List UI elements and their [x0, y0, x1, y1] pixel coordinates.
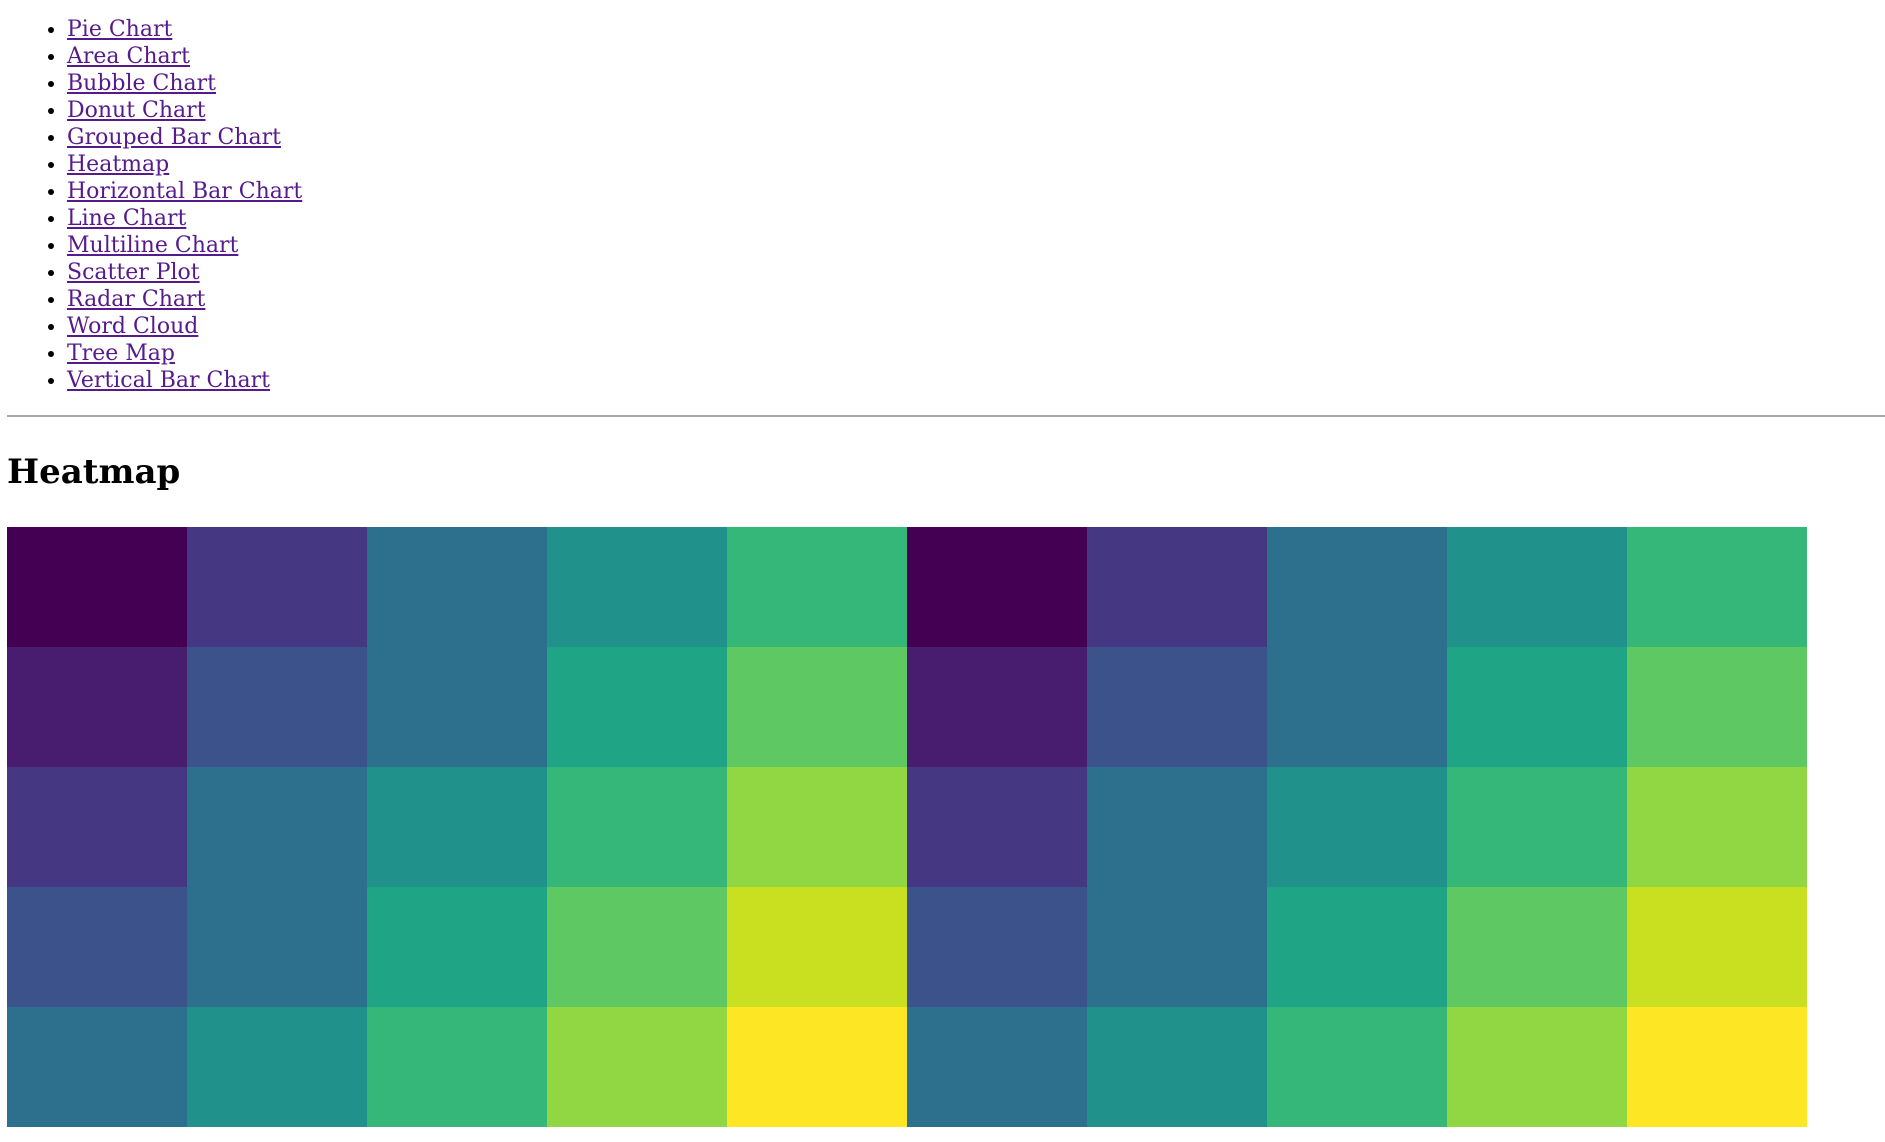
heatmap-cell-r1-c1 [187, 647, 367, 767]
nav-item-bubble-chart: Bubble Chart [67, 70, 1885, 97]
heatmap-cell-r4-c1 [187, 1007, 367, 1127]
section-divider [7, 415, 1885, 417]
nav-link-grouped-bar-chart[interactable]: Grouped Bar Chart [67, 125, 281, 150]
nav-item-scatter-plot: Scatter Plot [67, 259, 1885, 286]
nav-link-heatmap[interactable]: Heatmap [67, 152, 170, 177]
nav-link-bubble-chart[interactable]: Bubble Chart [67, 71, 217, 96]
heatmap-cell-r0-c9 [1627, 527, 1807, 647]
heatmap-cell-r2-c4 [727, 767, 907, 887]
nav-item-line-chart: Line Chart [67, 205, 1885, 232]
heatmap-cell-r0-c7 [1267, 527, 1447, 647]
heatmap-cell-r4-c5 [907, 1007, 1087, 1127]
heatmap-cell-r2-c2 [367, 767, 547, 887]
heatmap-cell-r3-c9 [1627, 887, 1807, 1007]
heatmap-cell-r3-c3 [547, 887, 727, 1007]
nav-item-vertical-bar-chart: Vertical Bar Chart [67, 367, 1885, 394]
nav-item-horizontal-bar-chart: Horizontal Bar Chart [67, 178, 1885, 205]
heatmap-cell-r1-c4 [727, 647, 907, 767]
heatmap-cell-r1-c3 [547, 647, 727, 767]
nav-item-tree-map: Tree Map [67, 340, 1885, 367]
heatmap-cell-r1-c9 [1627, 647, 1807, 767]
heatmap-cell-r4-c2 [367, 1007, 547, 1127]
heatmap-cell-r4-c4 [727, 1007, 907, 1127]
heatmap-cell-r2-c1 [187, 767, 367, 887]
nav-item-donut-chart: Donut Chart [67, 97, 1885, 124]
nav-item-radar-chart: Radar Chart [67, 286, 1885, 313]
heatmap-cell-r0-c1 [187, 527, 367, 647]
heatmap-cell-r0-c4 [727, 527, 907, 647]
nav-item-area-chart: Area Chart [67, 43, 1885, 70]
heatmap-cell-r3-c8 [1447, 887, 1627, 1007]
heatmap-cell-r1-c2 [367, 647, 547, 767]
heatmap-cell-r1-c5 [907, 647, 1087, 767]
heatmap-cell-r0-c5 [907, 527, 1087, 647]
nav-link-pie-chart[interactable]: Pie Chart [67, 17, 173, 42]
nav-link-scatter-plot[interactable]: Scatter Plot [67, 260, 200, 285]
heatmap-cell-r0-c6 [1087, 527, 1267, 647]
heatmap-cell-r3-c6 [1087, 887, 1267, 1007]
heatmap-cell-r2-c6 [1087, 767, 1267, 887]
heatmap-cell-r1-c8 [1447, 647, 1627, 767]
heatmap-cell-r4-c6 [1087, 1007, 1267, 1127]
nav-item-grouped-bar-chart: Grouped Bar Chart [67, 124, 1885, 151]
nav-link-tree-map[interactable]: Tree Map [67, 341, 175, 366]
heatmap-cell-r4-c3 [547, 1007, 727, 1127]
nav-link-radar-chart[interactable]: Radar Chart [67, 287, 206, 312]
heatmap-cell-r2-c7 [1267, 767, 1447, 887]
nav-item-multiline-chart: Multiline Chart [67, 232, 1885, 259]
heatmap-cell-r1-c7 [1267, 647, 1447, 767]
nav-item-word-cloud: Word Cloud [67, 313, 1885, 340]
heatmap-cell-r4-c0 [7, 1007, 187, 1127]
heatmap-cell-r1-c0 [7, 647, 187, 767]
heatmap-cell-r4-c7 [1267, 1007, 1447, 1127]
heatmap-cell-r0-c0 [7, 527, 187, 647]
chart-nav-list: Pie Chart Area Chart Bubble Chart Donut … [7, 0, 1885, 394]
heatmap-cell-r3-c0 [7, 887, 187, 1007]
nav-link-horizontal-bar-chart[interactable]: Horizontal Bar Chart [67, 179, 303, 204]
nav-link-multiline-chart[interactable]: Multiline Chart [67, 233, 239, 258]
heatmap-cell-r3-c4 [727, 887, 907, 1007]
heatmap-cell-r2-c8 [1447, 767, 1627, 887]
heatmap-cell-r2-c5 [907, 767, 1087, 887]
nav-link-word-cloud[interactable]: Word Cloud [67, 314, 199, 339]
heatmap-cell-r2-c0 [7, 767, 187, 887]
nav-link-line-chart[interactable]: Line Chart [67, 206, 187, 231]
heatmap-cell-r3-c7 [1267, 887, 1447, 1007]
nav-item-heatmap: Heatmap [67, 151, 1885, 178]
heatmap-cell-r3-c5 [907, 887, 1087, 1007]
page-title: Heatmap [7, 452, 181, 492]
heatmap-cell-r2-c9 [1627, 767, 1807, 887]
heatmap-cell-r4-c9 [1627, 1007, 1807, 1127]
heatmap-cells [7, 527, 1807, 1127]
heatmap-cell-r0-c8 [1447, 527, 1627, 647]
nav-link-area-chart[interactable]: Area Chart [67, 44, 191, 69]
nav-link-donut-chart[interactable]: Donut Chart [67, 98, 206, 123]
heatmap-cell-r3-c1 [187, 887, 367, 1007]
heatmap-cell-r1-c6 [1087, 647, 1267, 767]
nav-link-vertical-bar-chart[interactable]: Vertical Bar Chart [67, 368, 271, 393]
nav-item-pie-chart: Pie Chart [67, 16, 1885, 43]
heatmap-cell-r4-c8 [1447, 1007, 1627, 1127]
heatmap-cell-r0-c3 [547, 527, 727, 647]
heatmap-cell-r0-c2 [367, 527, 547, 647]
heatmap-cell-r3-c2 [367, 887, 547, 1007]
heatmap-chart [7, 527, 1807, 1127]
heatmap-cell-r2-c3 [547, 767, 727, 887]
